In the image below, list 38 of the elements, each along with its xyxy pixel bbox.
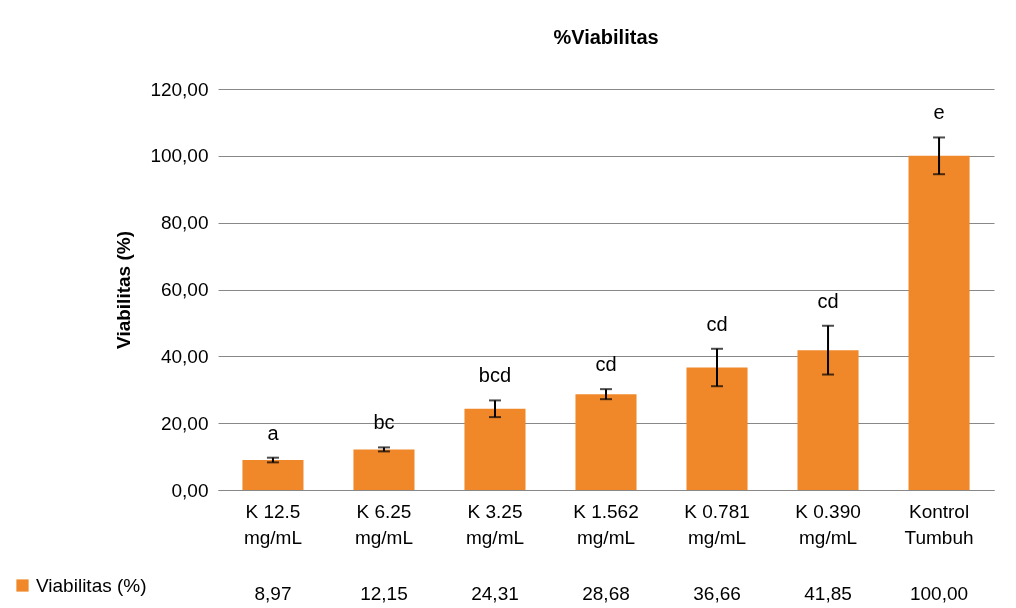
text: 12,15 [360, 583, 408, 604]
bar [353, 449, 415, 490]
annotation: cd [595, 353, 617, 376]
y-tick-label: 80,00 [160, 212, 209, 234]
x-tick-label: Kontrol Tumbuh [904, 500, 974, 548]
bar [464, 408, 526, 490]
x-tick-label: K 0.781 mg/mL [684, 500, 750, 548]
annotation: cd [817, 289, 839, 312]
y-axis-title: Viabilitas (%) [113, 231, 135, 349]
x-tick-label: K 12.5 mg/mL [243, 500, 302, 548]
y-tick-label: 120,00 [150, 78, 209, 100]
annotation: a [267, 421, 280, 444]
bar [575, 394, 637, 490]
bar [797, 350, 859, 490]
annotation: cd [706, 312, 728, 335]
y-tick-label: 100,00 [150, 145, 209, 167]
annotation: e [933, 101, 945, 124]
text: 8,97 [254, 583, 292, 604]
x-tick-label: K 3.25 mg/mL [465, 500, 525, 548]
bar [242, 460, 304, 490]
x-tick-label: K 1.562 mg/mL [573, 500, 639, 548]
bar [908, 155, 970, 490]
x-tick-label: K 6.25 mg/mL [354, 500, 414, 548]
y-tick-label: 40,00 [160, 345, 209, 367]
y-tick-label: 0,00 [171, 479, 209, 501]
text: 41,85 [804, 583, 852, 604]
annotation: bc [373, 411, 395, 434]
text: 36,66 [693, 583, 741, 604]
text: 28,68 [582, 583, 630, 604]
annotation: bcd [478, 364, 512, 387]
legend-label: Viabilitas (%) [36, 574, 147, 596]
y-tick-label: 20,00 [160, 412, 209, 434]
bar [686, 367, 748, 490]
y-tick-label: 60,00 [160, 279, 209, 300]
text: 100,00 [909, 583, 969, 604]
x-tick-label: K 0.390 mg/mL [795, 500, 861, 548]
text: 24,31 [471, 583, 519, 604]
chart-title: %Viabilitas [553, 26, 659, 48]
